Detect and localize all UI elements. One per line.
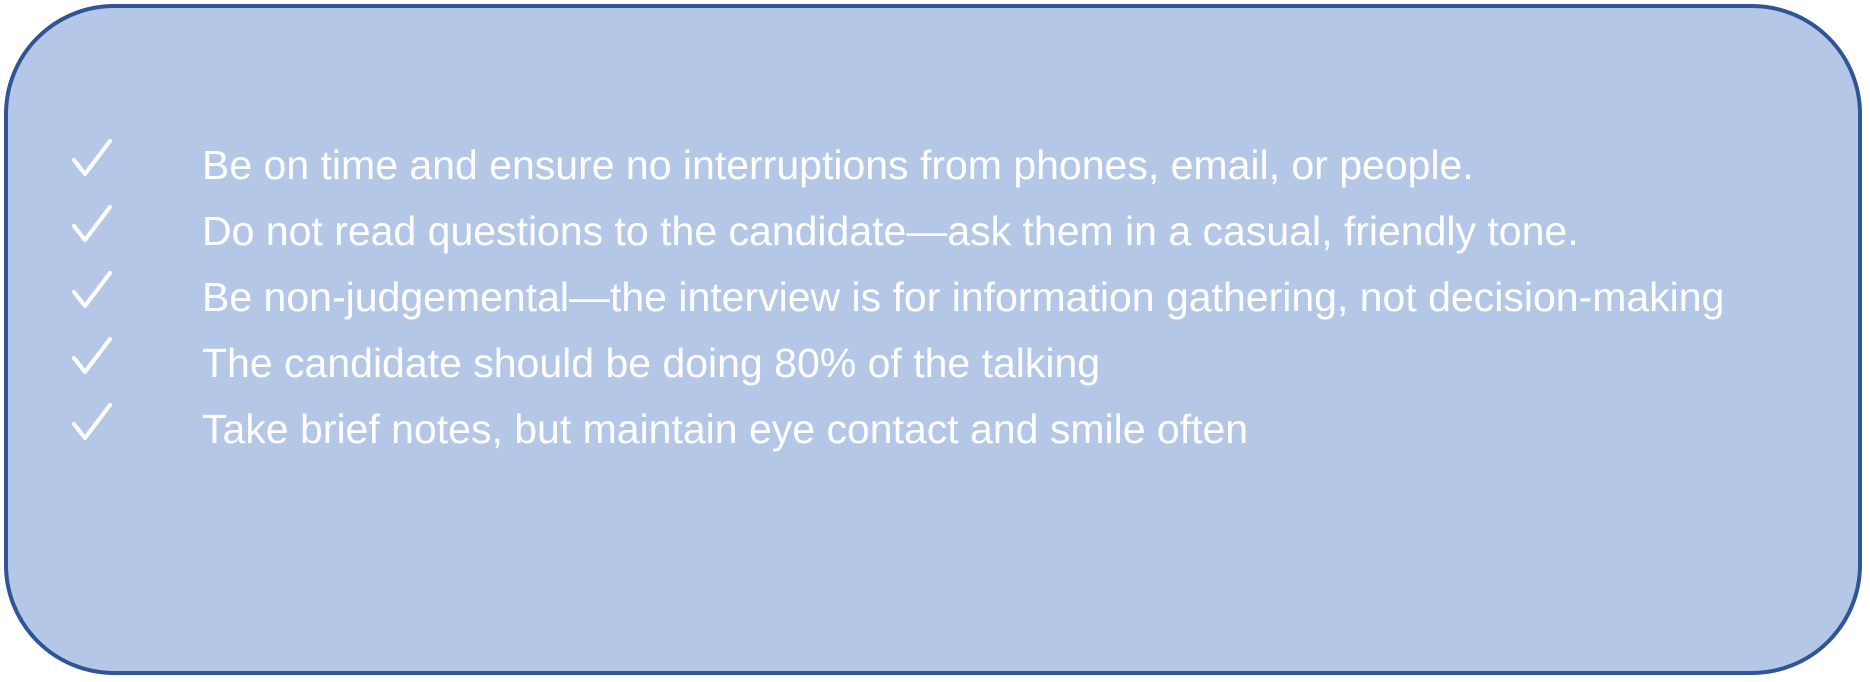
list-item: Take brief notes, but maintain eye conta… [72, 396, 1812, 462]
list-item: The candidate should be doing 80% of the… [72, 330, 1812, 396]
checklist-item-text: The candidate should be doing 80% of the… [202, 340, 1101, 386]
checklist-panel: Be on time and ensure no interruptions f… [4, 4, 1862, 675]
checklist-item-text: Do not read questions to the candidate—a… [202, 208, 1579, 254]
check-icon [72, 336, 112, 376]
list-item: Do not read questions to the candidate—a… [72, 198, 1812, 264]
list-item: Be on time and ensure no interruptions f… [72, 132, 1812, 198]
check-icon [72, 138, 112, 178]
checklist-item-text: Be non-judgemental—the interview is for … [202, 274, 1725, 320]
check-icon [72, 402, 112, 442]
check-icon [72, 204, 112, 244]
checklist: Be on time and ensure no interruptions f… [72, 132, 1812, 462]
checklist-item-text: Be on time and ensure no interruptions f… [202, 142, 1474, 188]
check-icon [72, 270, 112, 310]
list-item: Be non-judgemental—the interview is for … [72, 264, 1812, 330]
checklist-item-text: Take brief notes, but maintain eye conta… [202, 406, 1249, 452]
